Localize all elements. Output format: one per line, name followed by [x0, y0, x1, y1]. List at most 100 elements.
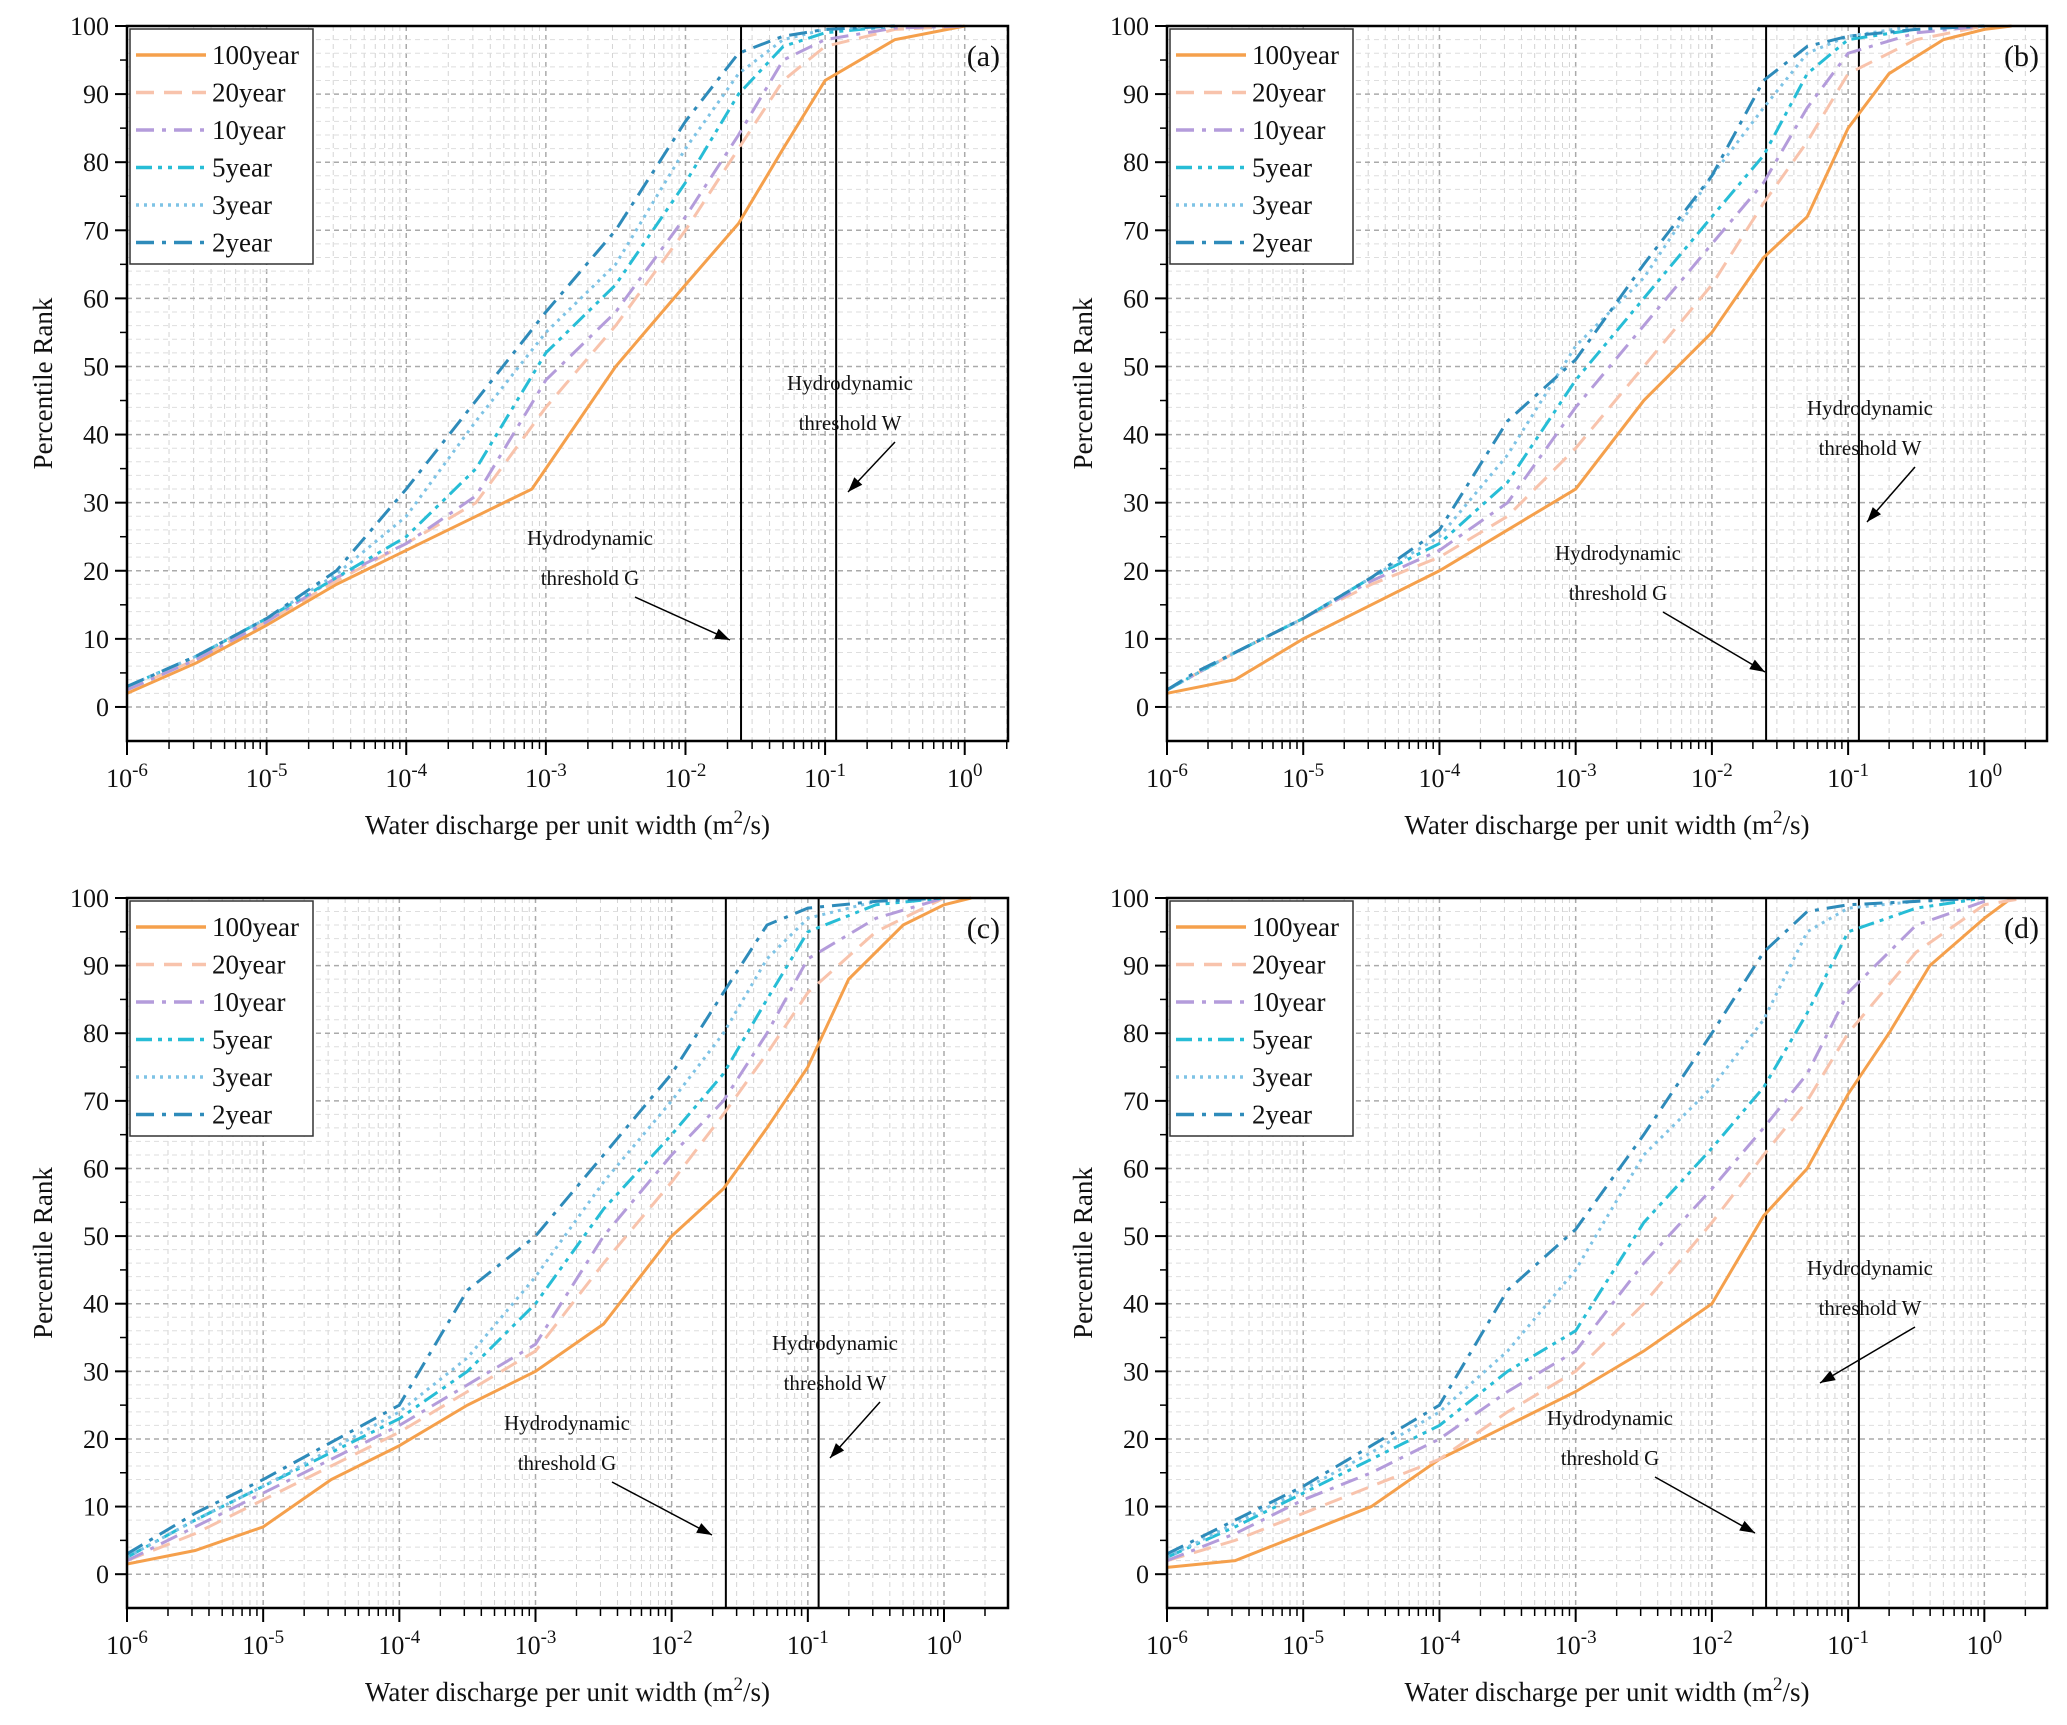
- x-title-part: Water discharge per unit width (m: [1405, 1677, 1773, 1707]
- x-tick-label: 10-2: [1691, 1627, 1733, 1660]
- y-tick-label: 0: [1136, 1560, 1149, 1589]
- panel-label: (d): [2004, 912, 2039, 945]
- tick-base: 10: [1146, 1631, 1172, 1660]
- x-tick-label: 10-1: [1827, 1627, 1869, 1660]
- y-tick-label: 0: [96, 1560, 109, 1589]
- series-line-100year: [1166, 24, 2012, 695]
- tick-exponent: -6: [132, 760, 148, 781]
- x-axis-title: Water discharge per unit width (m2/s): [1405, 1674, 1810, 1707]
- y-tick-label: 70: [1123, 216, 1149, 245]
- y-tick-label: 10: [83, 625, 109, 654]
- legend-label: 3year: [212, 1062, 272, 1092]
- y-tick-label: 40: [83, 421, 109, 450]
- plot-frame: [1165, 24, 2049, 743]
- tick-exponent: -3: [551, 760, 567, 781]
- annotation-text: Hydrodynamic: [1547, 1406, 1673, 1430]
- y-tick-label: 80: [83, 148, 109, 177]
- panel-a: 10-6 10-5 10-4 10-3 10-2 10-1 1000102030405060…: [28, 12, 1010, 840]
- y-tick-label: 70: [83, 1087, 109, 1116]
- y-tick-label: 10: [1123, 1493, 1149, 1522]
- plot-frame: [1165, 896, 2049, 1610]
- y-tick-label: 90: [83, 952, 109, 981]
- x-title-part: /s): [743, 810, 770, 840]
- x-title-sup: 2: [733, 807, 743, 828]
- tick-exponent: -6: [1172, 760, 1188, 781]
- tick-base: 10: [1967, 1631, 1993, 1660]
- y-tick-label: 20: [1123, 557, 1149, 586]
- annotation-text: threshold G: [1561, 1446, 1660, 1470]
- tick-base: 10: [804, 764, 830, 793]
- panel-label: (a): [967, 40, 1000, 73]
- y-tick-label: 60: [1123, 1154, 1149, 1183]
- panel-label: (b): [2004, 40, 2039, 73]
- x-tick-label: 10-1: [787, 1627, 829, 1660]
- arrowhead-icon: [714, 628, 730, 640]
- tick-exponent: -1: [830, 760, 846, 781]
- annotation-text: Hydrodynamic: [527, 526, 653, 550]
- x-title-part: /s): [1782, 1677, 1809, 1707]
- series-line-2year: [126, 24, 895, 688]
- tick-base: 10: [1419, 1631, 1445, 1660]
- tick-base: 10: [385, 764, 411, 793]
- annotation-text: threshold W: [784, 1371, 887, 1395]
- x-title-sup: 2: [733, 1674, 743, 1695]
- annotation-text: Hydrodynamic: [1555, 541, 1681, 565]
- series-line-3year: [1166, 899, 1917, 1559]
- y-tick-label: 70: [83, 216, 109, 245]
- tick-base: 10: [106, 1631, 132, 1660]
- x-tick-label: 100: [1967, 760, 2003, 793]
- legend-label: 100year: [212, 912, 299, 942]
- y-tick-label: 90: [1123, 80, 1149, 109]
- tick-exponent: -1: [1853, 760, 1869, 781]
- tick-base: 10: [1827, 1631, 1853, 1660]
- annotation-arrow: [1662, 611, 1766, 673]
- y-tick-label: 50: [83, 352, 109, 381]
- legend-label: 2year: [1252, 1100, 1312, 1130]
- y-tick-label: 0: [1136, 693, 1149, 722]
- arrowhead-icon: [1749, 659, 1765, 672]
- annotation-text: Hydrodynamic: [504, 1411, 630, 1435]
- legend-label: 3year: [212, 190, 272, 220]
- y-tick-label: 40: [1123, 1290, 1149, 1319]
- series-line-100year: [126, 896, 972, 1566]
- x-tick-label: 10-5: [1282, 1627, 1324, 1660]
- x-tick-label: 10-4: [378, 1627, 420, 1660]
- x-tick-label: 10-3: [1555, 1627, 1597, 1660]
- tick-exponent: -3: [1581, 1627, 1597, 1648]
- legend-label: 2year: [212, 1100, 272, 1130]
- arrowhead-icon: [1867, 507, 1882, 522]
- y-axis-title: Percentile Rank: [1068, 297, 1098, 469]
- annotation-arrow: [1654, 1476, 1756, 1534]
- y-tick-label: 40: [1123, 421, 1149, 450]
- tick-base: 10: [1555, 1631, 1581, 1660]
- y-axis-title: Percentile Rank: [1068, 1167, 1098, 1339]
- tick-base: 10: [246, 764, 272, 793]
- tick-exponent: -6: [1172, 1627, 1188, 1648]
- tick-base: 10: [1282, 1631, 1308, 1660]
- x-title-part: Water discharge per unit width (m: [365, 1677, 733, 1707]
- x-axis-title: Water discharge per unit width (m2/s): [365, 807, 770, 840]
- legend-label: 100year: [212, 40, 299, 70]
- tick-exponent: -4: [411, 760, 427, 781]
- y-tick-label: 100: [1110, 12, 1149, 41]
- legend-label: 20year: [1252, 950, 1325, 980]
- legend-label: 100year: [1252, 912, 1339, 942]
- tick-base: 10: [1691, 1631, 1717, 1660]
- arrowhead-icon: [848, 477, 863, 492]
- legend-label: 100year: [1252, 40, 1339, 70]
- panel-b: 10-6 10-5 10-4 10-3 10-2 10-1 1000102030405060…: [1068, 12, 2049, 840]
- y-tick-label: 90: [1123, 952, 1149, 981]
- series-line-2year: [1166, 896, 1985, 1556]
- x-tick-label: 10-4: [1419, 1627, 1461, 1660]
- annotation-text: threshold W: [799, 411, 902, 435]
- y-tick-label: 90: [83, 80, 109, 109]
- series-line-2year: [1166, 24, 1985, 692]
- y-tick-label: 80: [83, 1019, 109, 1048]
- y-axis-title: Percentile Rank: [28, 297, 58, 469]
- legend-label: 10year: [212, 987, 285, 1017]
- series-line-20year: [1166, 896, 2026, 1563]
- legend-box: [129, 900, 314, 1137]
- legend-box: [129, 28, 314, 265]
- y-tick-label: 50: [1123, 352, 1149, 381]
- tick-base: 10: [1967, 764, 1993, 793]
